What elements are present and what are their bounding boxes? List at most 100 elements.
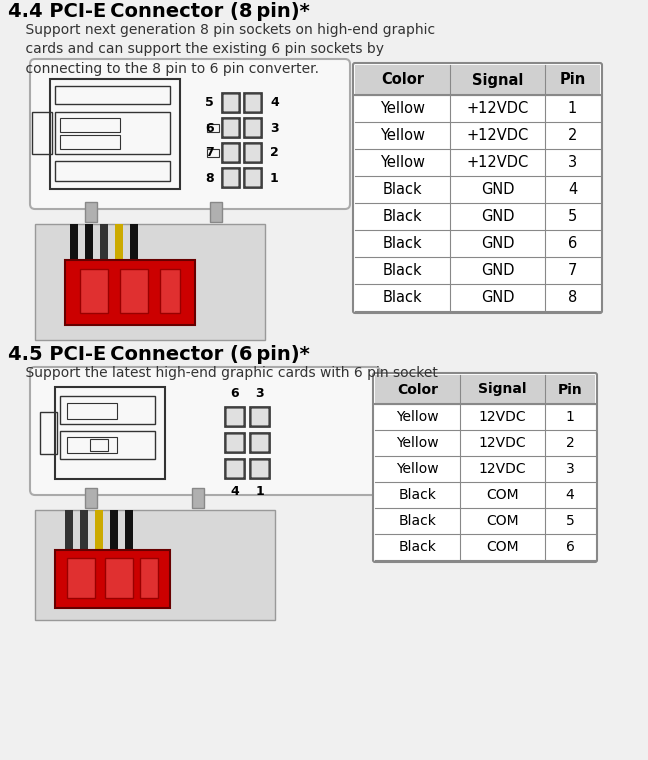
Bar xyxy=(105,558,133,598)
Text: 7: 7 xyxy=(205,147,214,160)
Text: Black: Black xyxy=(399,514,437,528)
Text: Pin: Pin xyxy=(558,382,583,397)
Bar xyxy=(60,396,155,424)
Bar xyxy=(545,375,595,404)
Bar xyxy=(95,510,103,555)
Text: 12VDC: 12VDC xyxy=(479,436,526,450)
Text: COM: COM xyxy=(486,540,519,554)
Text: Support next generation 8 pin sockets on high-end graphic
    cards and can supp: Support next generation 8 pin sockets on… xyxy=(8,23,435,76)
Text: GND: GND xyxy=(481,290,515,305)
Text: 1: 1 xyxy=(566,410,574,424)
Text: Black: Black xyxy=(383,236,422,251)
Text: COM: COM xyxy=(486,488,519,502)
Text: Color: Color xyxy=(381,72,424,87)
Bar xyxy=(100,224,108,270)
Bar xyxy=(35,224,265,340)
Text: GND: GND xyxy=(481,209,515,224)
Bar xyxy=(210,202,222,222)
Bar xyxy=(90,439,108,451)
FancyBboxPatch shape xyxy=(245,94,261,112)
Text: 5: 5 xyxy=(568,209,577,224)
Bar xyxy=(115,224,123,270)
Bar xyxy=(85,488,97,508)
Text: 5: 5 xyxy=(205,97,214,109)
Text: Yellow: Yellow xyxy=(396,462,439,476)
Text: Yellow: Yellow xyxy=(380,101,425,116)
Bar xyxy=(35,510,275,620)
Bar xyxy=(120,269,148,313)
Bar xyxy=(222,118,240,138)
Bar xyxy=(460,375,545,404)
Text: Black: Black xyxy=(383,182,422,197)
Bar xyxy=(222,93,240,113)
Bar xyxy=(207,124,219,132)
FancyBboxPatch shape xyxy=(251,408,269,426)
FancyBboxPatch shape xyxy=(245,144,261,162)
Text: Yellow: Yellow xyxy=(396,410,439,424)
FancyBboxPatch shape xyxy=(226,408,244,426)
Bar xyxy=(130,224,138,270)
Text: Support the latest high-end graphic cards with 6 pin socket: Support the latest high-end graphic card… xyxy=(8,366,438,380)
Bar xyxy=(545,65,600,95)
Text: 12VDC: 12VDC xyxy=(479,410,526,424)
Bar xyxy=(250,459,270,479)
Bar xyxy=(450,65,545,95)
Bar xyxy=(192,488,204,508)
Bar xyxy=(55,550,170,608)
FancyBboxPatch shape xyxy=(245,169,261,187)
Text: 4: 4 xyxy=(270,97,279,109)
FancyBboxPatch shape xyxy=(223,119,239,137)
Bar xyxy=(65,510,73,555)
Text: 3: 3 xyxy=(270,122,279,135)
FancyBboxPatch shape xyxy=(223,169,239,187)
Bar xyxy=(85,202,97,222)
Text: 3: 3 xyxy=(256,387,264,400)
Bar xyxy=(67,558,95,598)
Bar xyxy=(375,375,460,404)
FancyBboxPatch shape xyxy=(373,373,597,562)
Bar xyxy=(60,118,120,132)
Bar xyxy=(60,135,120,149)
Bar xyxy=(244,168,262,188)
Text: 2: 2 xyxy=(566,436,574,450)
Text: Signal: Signal xyxy=(478,382,527,397)
Bar xyxy=(222,168,240,188)
Bar xyxy=(80,269,108,313)
Text: 7: 7 xyxy=(568,263,577,278)
Bar xyxy=(55,387,165,479)
Bar xyxy=(55,161,170,181)
Text: 4: 4 xyxy=(568,182,577,197)
Text: GND: GND xyxy=(481,263,515,278)
Bar xyxy=(70,224,78,270)
Bar xyxy=(244,118,262,138)
Text: Black: Black xyxy=(399,540,437,554)
Bar xyxy=(244,143,262,163)
Bar xyxy=(67,437,117,453)
Text: Pin: Pin xyxy=(559,72,586,87)
Text: Black: Black xyxy=(399,488,437,502)
Bar xyxy=(60,431,155,459)
Bar xyxy=(55,86,170,104)
Text: Yellow: Yellow xyxy=(396,436,439,450)
Text: 6: 6 xyxy=(568,236,577,251)
Bar xyxy=(67,403,117,419)
Text: 4: 4 xyxy=(566,488,574,502)
Bar xyxy=(125,510,133,555)
FancyBboxPatch shape xyxy=(30,367,380,495)
FancyBboxPatch shape xyxy=(251,460,269,478)
Text: 12VDC: 12VDC xyxy=(479,462,526,476)
Text: 6: 6 xyxy=(205,122,214,135)
Text: GND: GND xyxy=(481,182,515,197)
Bar xyxy=(250,433,270,453)
FancyBboxPatch shape xyxy=(223,94,239,112)
Text: 3: 3 xyxy=(568,155,577,170)
Text: GND: GND xyxy=(481,236,515,251)
FancyBboxPatch shape xyxy=(223,144,239,162)
Bar xyxy=(40,412,57,454)
Text: Color: Color xyxy=(397,382,438,397)
Text: 8: 8 xyxy=(205,172,214,185)
Bar xyxy=(355,65,450,95)
Text: 1: 1 xyxy=(270,172,279,185)
Text: 8: 8 xyxy=(568,290,577,305)
FancyBboxPatch shape xyxy=(30,59,350,209)
